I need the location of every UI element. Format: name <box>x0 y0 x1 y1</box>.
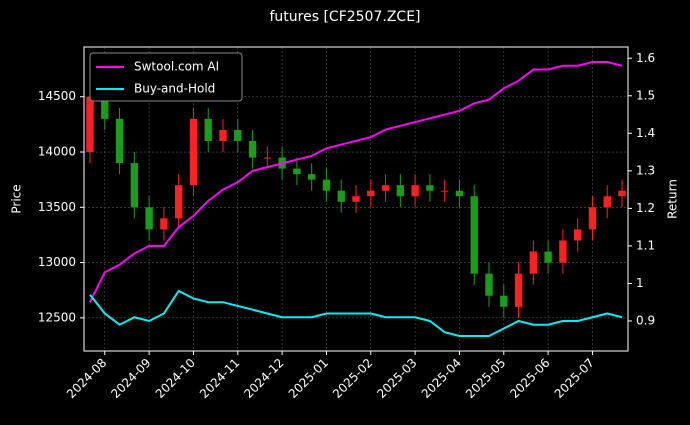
y-tick-label: 13500 <box>38 200 76 214</box>
candle-body <box>337 190 345 202</box>
candle-body <box>470 196 478 274</box>
candle-body <box>367 190 375 197</box>
candle-body <box>204 118 212 141</box>
legend-label: Swtool.com AI <box>134 60 219 74</box>
candle-body <box>544 251 552 263</box>
candle-body <box>559 240 567 263</box>
candle-body <box>588 207 597 230</box>
candle-body <box>293 168 301 175</box>
candle-body <box>145 207 153 230</box>
y2-tick-label: 1.6 <box>636 51 655 65</box>
y2-axis-label: Return <box>666 179 680 219</box>
return-line <box>89 61 623 303</box>
y2-tick-label: 1.2 <box>636 201 655 215</box>
candle-body <box>234 129 242 141</box>
y2-tick-label: 1 <box>636 276 644 290</box>
candle-body <box>189 118 198 186</box>
candle-body <box>352 196 360 202</box>
candle-body <box>455 190 464 197</box>
candle-body <box>381 185 390 191</box>
candle-body <box>396 185 405 197</box>
chart-title: futures [CF2507.ZCE] <box>269 9 420 25</box>
y2-tick-label: 1.1 <box>636 238 655 252</box>
y2-tick-label: 1.3 <box>636 163 655 177</box>
candle-body <box>101 96 109 119</box>
legend-box <box>89 52 243 102</box>
candle-body <box>426 185 434 191</box>
candle-body <box>115 118 124 164</box>
candle-body <box>160 218 168 230</box>
candle-body <box>485 273 493 296</box>
candle-body <box>529 251 538 274</box>
candle-body <box>307 174 316 180</box>
candle-body <box>219 129 227 141</box>
y2-tick-label: 1.5 <box>636 88 655 102</box>
candle-body <box>440 190 449 192</box>
candle-body <box>603 196 611 208</box>
y2-tick-label: 1.4 <box>636 126 655 140</box>
candle-body <box>130 163 139 208</box>
candle-body <box>86 96 94 153</box>
candle-body <box>322 179 331 191</box>
y-tick-label: 14000 <box>38 145 76 159</box>
candle-body <box>248 140 257 158</box>
y-tick-label: 14500 <box>38 89 76 103</box>
y-axis-label: Price <box>10 184 24 213</box>
legend-label: Buy-and-Hold <box>134 82 215 96</box>
candle-body <box>514 273 523 307</box>
candle-body <box>573 229 582 241</box>
candle-body <box>500 295 508 307</box>
plot-frame <box>83 46 629 352</box>
return-line <box>89 289 623 337</box>
candle-body <box>411 185 419 197</box>
candle-body <box>618 190 626 197</box>
y-tick-label: 12500 <box>38 310 76 324</box>
candle-body <box>263 157 272 159</box>
y-tick-label: 13000 <box>38 255 76 269</box>
candle-body <box>174 185 183 219</box>
y2-tick-label: 0.9 <box>636 313 655 327</box>
